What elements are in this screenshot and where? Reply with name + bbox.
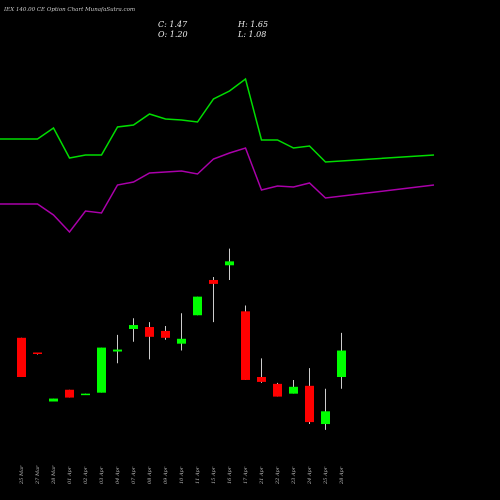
x-tick-label: 25 Apr: [323, 466, 329, 485]
candle-body: [273, 383, 282, 397]
x-tick-label: 17 Apr: [243, 466, 249, 484]
candle-body: [81, 393, 90, 396]
x-tick-label: 02 Apr: [83, 466, 89, 484]
x-tick-label: 28 Mar: [51, 465, 57, 485]
high-value: H: 1.65: [238, 20, 269, 29]
chart-title: IEX 140.00 CE Option Chart MunafaSutra.c…: [4, 7, 136, 13]
candle-body: [65, 389, 74, 398]
candle-body: [49, 398, 58, 402]
x-tick-label: 21 Apr: [259, 466, 265, 485]
candles-group: [17, 248, 346, 430]
x-tick-label: 15 Apr: [211, 466, 217, 484]
candle-body: [145, 327, 154, 337]
candle-body: [225, 261, 234, 266]
open-value: O: 1.20: [158, 30, 188, 39]
candle-body: [113, 349, 122, 352]
candle-body: [337, 350, 346, 377]
x-axis-labels: 25 Mar 27 Mar 28 Mar 01 Apr 02 Apr 03 Apr 04 A…: [19, 465, 345, 485]
close-value: C: 1.47: [158, 20, 188, 29]
candle-body: [161, 330, 170, 338]
x-tick-label: 07 Apr: [131, 466, 137, 484]
x-tick-label: 04 Apr: [115, 466, 121, 484]
lower-indicator-line: [0, 147, 435, 234]
candle-body: [321, 411, 330, 425]
low-value: L: 1.08: [238, 30, 267, 39]
candle-body: [193, 296, 202, 316]
candle-body: [305, 385, 314, 423]
candle-body: [33, 352, 42, 354]
candle-body: [257, 377, 266, 382]
x-tick-label: 09 Apr: [163, 466, 169, 484]
candle-body: [129, 325, 138, 329]
x-tick-label: 08 Apr: [147, 466, 153, 484]
x-tick-label: 11 Apr: [195, 466, 201, 484]
x-tick-label: 22 Apr: [275, 466, 281, 485]
x-tick-label: 16 Apr: [227, 466, 233, 484]
candle-body: [17, 337, 26, 377]
candle-body: [177, 338, 186, 344]
x-tick-label: 03 Apr: [99, 466, 105, 484]
x-tick-label: 24 Apr: [307, 466, 313, 485]
candle-body: [209, 279, 218, 284]
x-tick-label: 27 Mar: [35, 465, 41, 485]
x-tick-label: 23 Apr: [291, 466, 297, 485]
upper-indicator-line: [0, 77, 435, 163]
x-tick-label: 25 Mar: [19, 465, 25, 485]
candle-body: [97, 347, 106, 393]
candle-body: [241, 311, 250, 380]
x-tick-label: 28 Apr: [339, 466, 345, 485]
x-tick-label: 01 Apr: [67, 466, 73, 484]
candle-body: [289, 386, 298, 394]
x-tick-label: 10 Apr: [179, 466, 185, 484]
